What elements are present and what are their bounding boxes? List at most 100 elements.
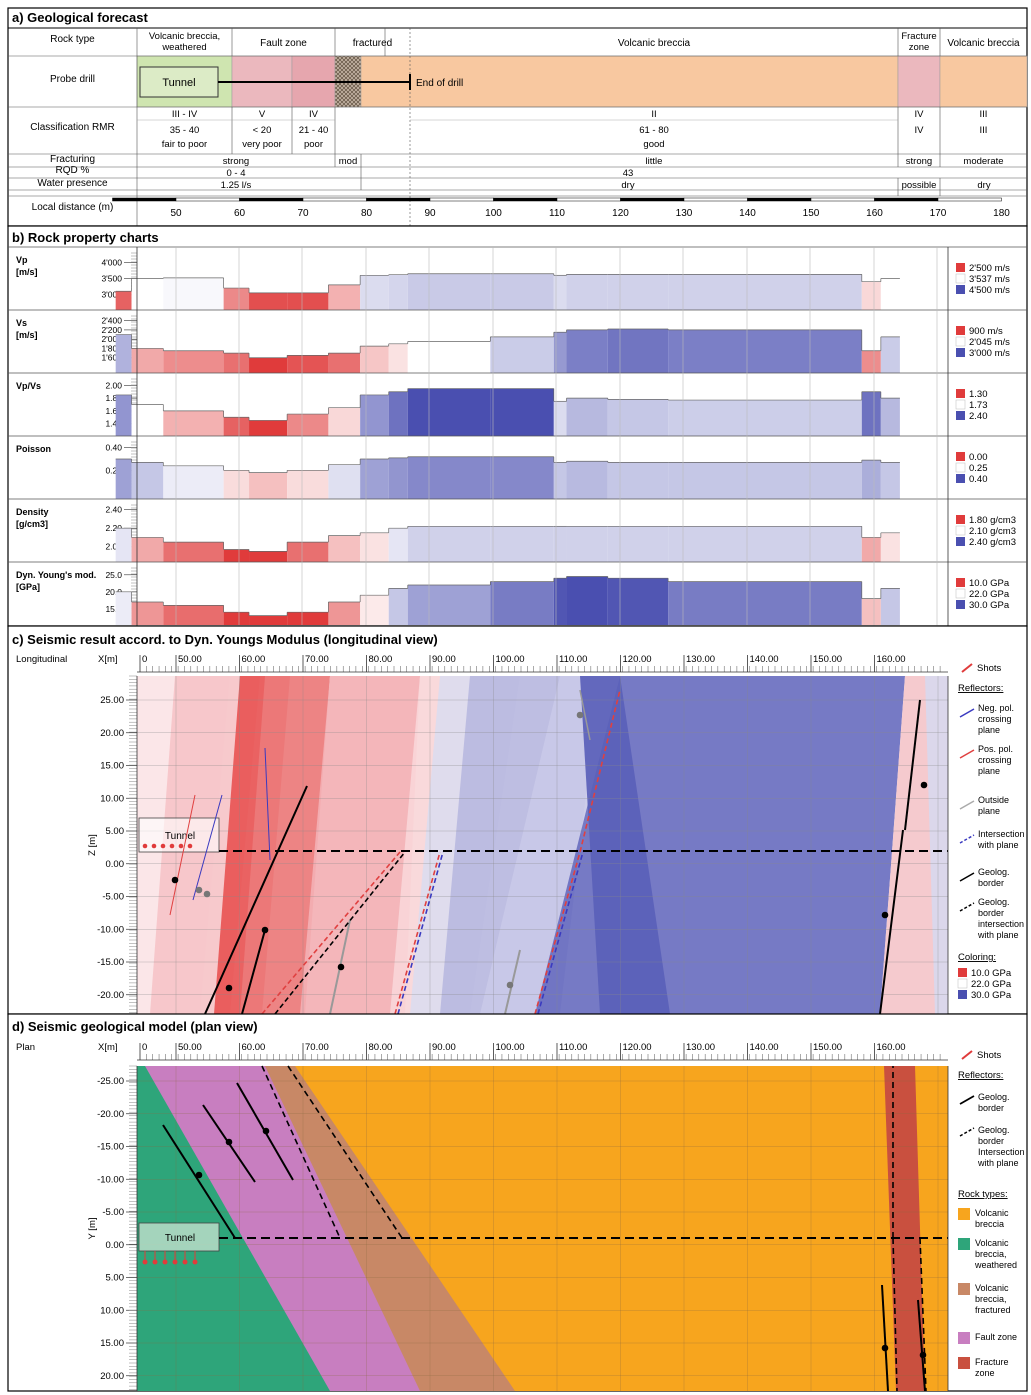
- bar-3-4: [249, 472, 288, 499]
- rmr-class-0: III - IV: [172, 109, 198, 120]
- long-reflector-2: [169, 794, 196, 916]
- distance-tick-50: 50: [170, 208, 182, 219]
- plan-legend-rock-1-1: breccia,: [975, 1249, 1007, 1259]
- bar-1-9: [407, 341, 491, 373]
- long-xtick-1: 50.00: [178, 654, 202, 665]
- fracturing-0: strong: [223, 156, 249, 167]
- rmr-desc-0: fair to poor: [162, 139, 207, 150]
- rmr-class-2: IV: [309, 109, 319, 120]
- rmr-desc-3: good: [643, 139, 664, 150]
- plan-legend-item-1-0: Geolog.: [978, 1125, 1010, 1135]
- legend-label-2-0: 1.30: [969, 389, 988, 400]
- long-legend-item-0-0: Neg. pol.: [978, 703, 1014, 713]
- rmr-desc-2: poor: [304, 139, 323, 150]
- long-dashed-2: [394, 851, 441, 1015]
- rmr-class-1: V: [259, 109, 266, 120]
- plan-legend-rock-3-0: Fault zone: [975, 1332, 1017, 1342]
- long-point-4: [337, 963, 345, 971]
- long-ytick-1: 20.00: [100, 728, 124, 739]
- bar-3-0: [115, 459, 132, 499]
- bar-4-15: [861, 537, 881, 562]
- long-point-0: [261, 926, 269, 934]
- plan-ytick-0: -25.00: [97, 1076, 124, 1087]
- distance-tick-180: 180: [993, 208, 1010, 219]
- fracturing-2: little: [646, 156, 663, 167]
- plan-legend-rock-swatch-1: [958, 1238, 970, 1250]
- distance-tick-110: 110: [549, 208, 565, 219]
- panel-tick-2-2: 1.60: [105, 406, 122, 416]
- plan-point-4: [919, 1351, 927, 1359]
- legend-label-4-2: 2.40 g/cm3: [969, 537, 1016, 548]
- panel-tick-4-2: 2.00: [105, 542, 122, 552]
- plan-legend-rock-0-0: Volcanic: [975, 1208, 1009, 1218]
- bar-2-15: [861, 391, 881, 436]
- plan-legend-item-0a: Geolog.: [978, 1092, 1010, 1102]
- ruler-seg: [175, 197, 240, 202]
- probe-tunnel-label: Tunnel: [162, 77, 195, 89]
- long-reflector-9: [579, 689, 591, 741]
- plan-legend-icon-1: [959, 1127, 975, 1137]
- bar-0-9: [407, 273, 491, 310]
- bar-1-7: [360, 346, 389, 373]
- bar-1-13: [607, 328, 669, 373]
- bar-5-10: [490, 581, 554, 625]
- bar-4-1: [131, 537, 164, 562]
- distance-tick-80: 80: [361, 208, 373, 219]
- legend-swatch-5-2: [956, 600, 965, 609]
- plan-xtick-7: 110.00: [559, 1042, 587, 1053]
- plan-point-3: [881, 1344, 889, 1352]
- legend-label-3-1: 0.25: [969, 463, 988, 474]
- plan-ytick-2: -15.00: [97, 1142, 124, 1153]
- legend-label-2-2: 2.40: [969, 411, 988, 422]
- plan-shot-5: [192, 1259, 198, 1265]
- probe-cell-6: [939, 55, 1028, 108]
- long-legend-item-5-0: Geolog.: [978, 897, 1010, 907]
- ruler-seg: [429, 197, 494, 202]
- long-reflector-5: [879, 829, 904, 1015]
- panel-tick-1-2: 2'000: [101, 334, 122, 344]
- plan-legend-rock-2-2: fractured: [975, 1305, 1011, 1315]
- bar-1-8: [388, 343, 408, 373]
- bar-5-5: [287, 612, 329, 625]
- plan-dashed-1: [287, 1065, 403, 1239]
- bar-0-11: [553, 275, 567, 310]
- bar-3-6: [328, 464, 361, 499]
- legend-label-5-1: 22.0 GPa: [969, 589, 1010, 600]
- distance-tick-170: 170: [930, 208, 947, 219]
- long-reflector-1: [241, 929, 266, 1015]
- plan-xtick-8: 120.00: [623, 1042, 652, 1053]
- plan-tunnel-label: Tunnel: [165, 1233, 195, 1244]
- ruler-seg: [112, 197, 177, 202]
- long-dashed-3: [397, 851, 444, 1015]
- bar-4-13: [607, 526, 669, 562]
- bar-1-3: [223, 353, 250, 373]
- long-legend-item-1-0: Pos. pol.: [978, 744, 1013, 754]
- legend-label-1-1: 2'045 m/s: [969, 337, 1010, 348]
- legend-label-0-0: 2'500 m/s: [969, 263, 1010, 274]
- legend-swatch-2-0: [956, 389, 965, 398]
- long-ytick-0: 25.00: [100, 695, 124, 706]
- long-legend-swatch-2: [958, 990, 967, 999]
- long-shot-2: [160, 843, 166, 849]
- long-legend-coloring: Coloring:: [958, 952, 996, 963]
- plan-ytick-9: 20.00: [100, 1371, 124, 1382]
- bar-1-5: [287, 355, 329, 373]
- long-legend-icon-1: [959, 749, 975, 759]
- legend-swatch-4-0: [956, 515, 965, 524]
- bar-1-15: [861, 350, 881, 373]
- long-ytick-7: -10.00: [97, 924, 124, 935]
- bar-0-13: [607, 274, 669, 310]
- bar-0-4: [249, 292, 288, 310]
- row-label-0: Rock type: [50, 34, 95, 45]
- plan-xtick-4: 80.00: [369, 1042, 393, 1053]
- bar-3-13: [607, 462, 669, 499]
- bar-1-10: [490, 336, 554, 373]
- plan-legend-rocktypes: Rock types:: [958, 1189, 1008, 1200]
- long-legend-item-5-3: with plane: [977, 930, 1019, 940]
- plan-legend-shot-icon: [961, 1050, 973, 1060]
- long-ytick-2: 15.00: [100, 761, 124, 772]
- rmr-class-b-5: III: [980, 125, 988, 136]
- distance-tick-100: 100: [485, 208, 502, 219]
- bar-0-12: [566, 274, 608, 310]
- row-label-3: Fracturing: [50, 154, 95, 165]
